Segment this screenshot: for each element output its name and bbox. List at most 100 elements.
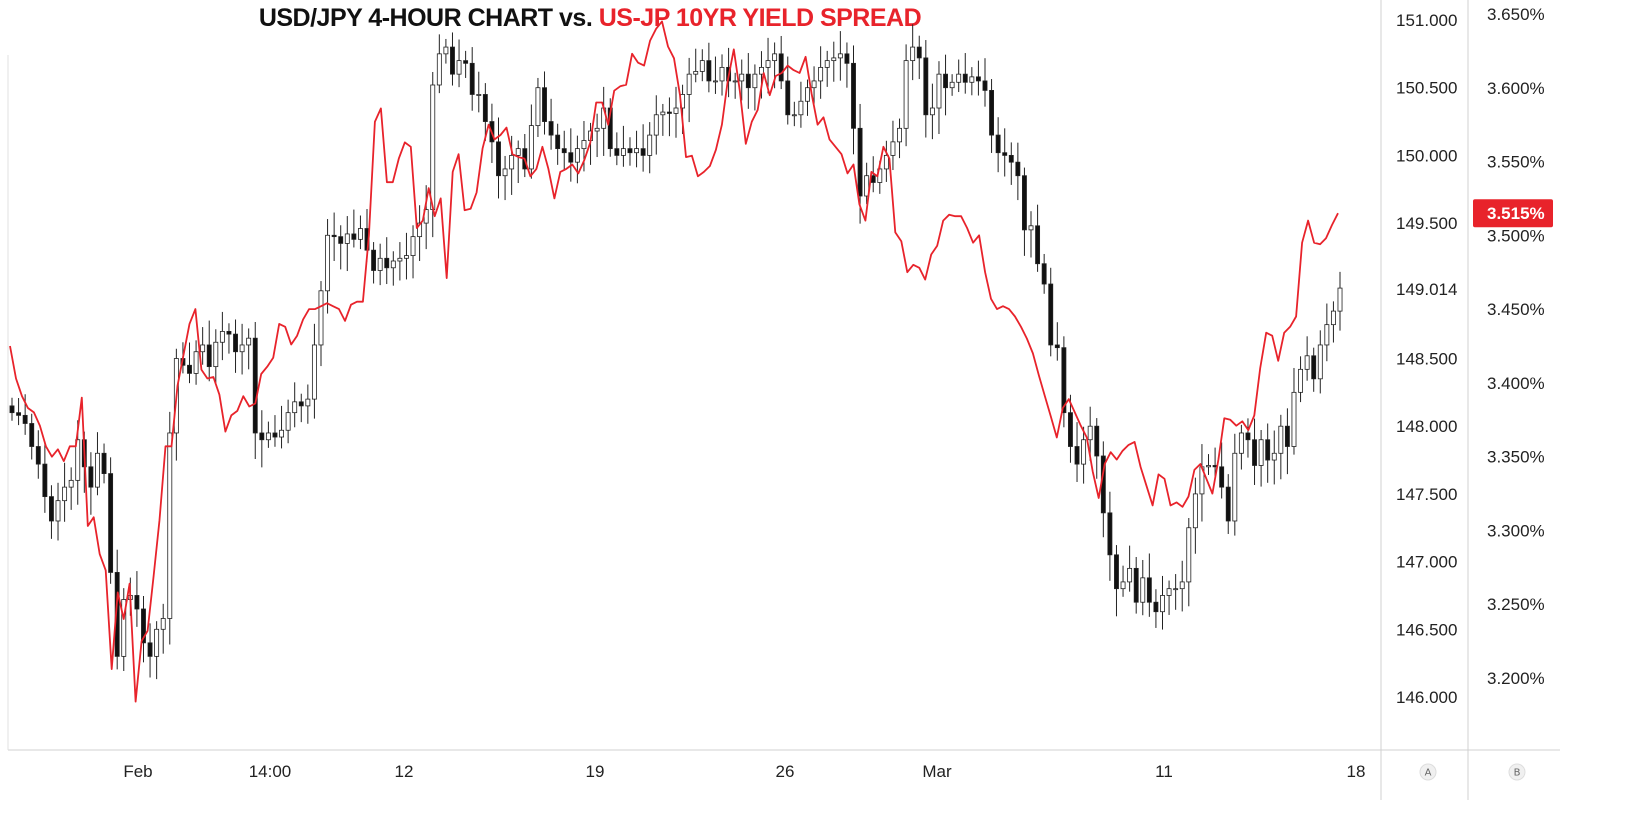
candle-body [279, 429, 284, 438]
candle-body [1087, 425, 1093, 441]
title-yield-spread: US-JP 10YR YIELD SPREAD [598, 4, 922, 32]
candle-body [200, 344, 206, 353]
candle-body [535, 87, 541, 127]
candle-body [542, 87, 547, 122]
time-tick-label: Feb [123, 762, 152, 781]
scale-button-circle[interactable] [1419, 763, 1437, 781]
candle-body [265, 432, 271, 441]
candle-body [1192, 493, 1198, 529]
candle-body [936, 73, 942, 109]
candle-body [962, 73, 968, 83]
candle-body [219, 331, 225, 343]
candle-body [732, 80, 738, 83]
candle-body [469, 62, 475, 95]
candle-body [903, 60, 909, 129]
candle-body [75, 439, 81, 481]
candle-body [528, 125, 534, 170]
spread-tick-label: 3.350% [1487, 448, 1545, 467]
candle-body [620, 148, 626, 156]
candle-body [134, 595, 140, 610]
candle-body [1284, 425, 1290, 447]
candle-body [1035, 225, 1041, 265]
candle-body [555, 134, 561, 150]
candle-body [318, 290, 324, 346]
candle-body [989, 90, 995, 136]
scale-button-circle[interactable] [1508, 763, 1526, 781]
price-tick-label: 151.000 [1396, 11, 1457, 30]
price-tick-label: 149.014 [1396, 280, 1457, 299]
candle-body [561, 148, 567, 154]
candle-body [1271, 452, 1277, 461]
candle-body [1232, 452, 1238, 522]
scale-button-a[interactable]: A [1419, 763, 1437, 781]
price-tick-label: 146.000 [1396, 688, 1457, 707]
candle-body [791, 114, 797, 117]
candle-body [1330, 310, 1336, 326]
candle-body [496, 141, 501, 177]
candle-body [1278, 425, 1284, 454]
candle-body [16, 412, 22, 416]
candle-body [785, 80, 791, 116]
candle-body [154, 628, 160, 657]
candle-body [640, 148, 646, 156]
candle-body [272, 432, 278, 438]
candle-body [88, 466, 94, 488]
price-tick-label: 147.500 [1396, 485, 1457, 504]
candle-body [1127, 567, 1133, 583]
candle-body [818, 66, 824, 82]
candle-body [548, 121, 554, 136]
candle-body [456, 60, 462, 75]
title-usdjpy: USD/JPY 4-HOUR CHART vs. [258, 4, 593, 32]
candle-body [325, 234, 331, 292]
candle-body [1068, 412, 1073, 447]
time-tick-label: 11 [1155, 762, 1173, 781]
candle-body [666, 111, 672, 114]
candle-body [450, 46, 455, 75]
candle-body [1054, 344, 1060, 349]
candle-body [1245, 432, 1251, 441]
candle-body [338, 236, 344, 244]
candle-body [121, 599, 127, 657]
candle-body [897, 127, 902, 143]
candle-body [1298, 368, 1303, 393]
candle-body [1173, 588, 1179, 591]
candle-body [1028, 225, 1034, 231]
spread-tick-label: 3.400% [1487, 374, 1545, 393]
candle-body [62, 486, 68, 502]
candle-body [1252, 439, 1257, 466]
candle-body [956, 73, 962, 83]
candle-body [371, 249, 377, 271]
candle-body [653, 114, 659, 136]
candle-body [1258, 439, 1264, 466]
candle-body [673, 107, 679, 114]
candle-body [1304, 355, 1310, 370]
candle-body [311, 344, 317, 400]
price-tick-label: 147.000 [1396, 553, 1457, 572]
candle-body [851, 62, 856, 129]
candle-body [883, 154, 889, 170]
candle-body [1186, 527, 1192, 583]
scale-button-b[interactable]: B [1508, 763, 1526, 781]
candle-body [1238, 432, 1244, 454]
candle-body [713, 80, 718, 83]
candle-body [745, 73, 751, 89]
candle-body [686, 73, 692, 95]
candle-body [1153, 601, 1159, 613]
candle-body [476, 94, 482, 96]
candle-body [1324, 324, 1330, 346]
chart-title: USD/JPY 4-HOUR CHART vs. US-JP 10YR YIEL… [0, 4, 1180, 33]
candle-body [798, 100, 804, 116]
candle-body [502, 168, 508, 177]
scale-button-label[interactable]: B [1514, 768, 1521, 779]
candle-body [55, 500, 61, 522]
time-tick-label: 18 [1347, 762, 1366, 781]
time-tick-label: 19 [586, 762, 605, 781]
candle-body [463, 60, 469, 64]
candle-body [384, 257, 390, 269]
candle-body [1061, 347, 1067, 414]
scale-button-label[interactable]: A [1425, 768, 1432, 779]
candle-body [233, 333, 238, 353]
price-tick-label: 149.500 [1396, 214, 1457, 233]
candle-body [1265, 439, 1271, 461]
